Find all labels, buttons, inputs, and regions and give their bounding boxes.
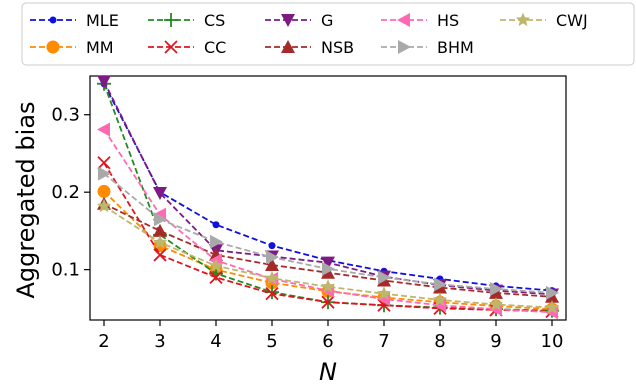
data-point-bhm	[322, 261, 335, 276]
legend-swatch-marker-cs	[164, 13, 178, 27]
x-tick-label: 10	[541, 331, 564, 352]
legend-label-g: G	[321, 11, 333, 30]
data-point-cc-b	[153, 248, 167, 262]
data-point-nsb	[153, 223, 167, 237]
data-point-cwj	[208, 258, 224, 272]
data-point-cwj	[264, 270, 280, 285]
y-tick-label: 0.3	[51, 105, 80, 126]
x-tick-label: 4	[210, 331, 221, 352]
x-tick-label: 8	[434, 331, 445, 352]
data-point-cwj	[376, 286, 392, 300]
legend: MLE MM CS CC G NSB HS BHM CWJ	[21, 2, 635, 66]
legend-swatch-marker-mm	[46, 40, 60, 54]
legend-entry-bhm: BHM	[381, 38, 474, 57]
legend-label-cs: CS	[204, 11, 225, 30]
legend-label-mle: MLE	[86, 11, 119, 30]
legend-swatch-marker-bhm	[398, 40, 411, 54]
legend-entry-g: G	[265, 11, 333, 30]
data-point-nsb	[265, 258, 279, 272]
y-tick-label: 0.2	[51, 182, 80, 203]
legend-label-nsb: NSB	[321, 38, 354, 57]
legend-entry-hs: HS	[381, 11, 459, 30]
series-line-mle	[103, 83, 553, 292]
data-point-bhm	[98, 166, 111, 181]
data-point-mle	[212, 221, 220, 229]
data-point-bhm	[434, 277, 447, 292]
x-tick-label: 7	[378, 331, 389, 352]
data-point-bhm	[546, 285, 559, 300]
legend-label-cwj: CWJ	[556, 11, 588, 30]
data-point-cwj	[432, 292, 448, 306]
y-tick-label: 0.1	[51, 260, 80, 281]
data-point-cc	[321, 295, 335, 309]
legend-swatch-marker-mle	[49, 16, 57, 24]
legend-label-hs: HS	[437, 11, 459, 30]
data-point-bhm	[210, 234, 223, 249]
legend-entry-mm: MM	[30, 38, 114, 57]
legend-swatch-marker-cwj	[515, 12, 531, 27]
legend-entry-cwj: CWJ	[500, 11, 588, 30]
data-point-bhm	[154, 212, 167, 227]
data-point-bhm	[378, 270, 391, 285]
data-point-cc	[265, 287, 279, 301]
series-line-cwj	[103, 205, 553, 309]
data-point-cc-b	[265, 287, 279, 301]
data-point-cc	[97, 156, 111, 170]
legend-swatch-marker-cc-b	[164, 40, 178, 54]
data-point-cwj	[488, 297, 504, 311]
data-point-hs	[97, 122, 110, 137]
y-axis-title: Aggregated bias	[12, 101, 40, 298]
data-point-bhm	[266, 250, 279, 265]
legend-swatch-marker-hs	[397, 13, 410, 27]
x-tick-label: 3	[154, 331, 165, 352]
x-axis-title: N	[319, 358, 337, 386]
series-cwj	[96, 198, 560, 314]
data-point-cc-b	[97, 156, 111, 170]
legend-label-bhm: BHM	[437, 38, 474, 57]
series-bhm	[98, 166, 559, 300]
data-point-cwj	[152, 235, 168, 249]
x-tick-label: 9	[490, 331, 501, 352]
data-point-g	[97, 75, 111, 89]
data-point-mle	[268, 242, 276, 250]
data-point-mm	[97, 184, 111, 198]
legend-entry-nsb: NSB	[265, 38, 354, 57]
legend-entry-cs: CS	[148, 11, 225, 30]
legend-label-mm: MM	[86, 38, 114, 57]
legend-entry-mle: MLE	[30, 11, 119, 30]
data-point-cwj	[96, 198, 112, 213]
data-point-cc-b	[209, 270, 223, 285]
y-axis: 0.1 0.2 0.3	[51, 105, 90, 281]
legend-swatch-marker-g	[281, 14, 295, 27]
legend-swatch-marker-nsb	[281, 40, 295, 53]
data-point-g	[153, 186, 167, 200]
data-point-bhm	[490, 282, 503, 297]
x-tick-label: 6	[322, 331, 333, 352]
data-point-cwj	[320, 279, 336, 293]
legend-swatch-marker-cc	[164, 40, 178, 54]
data-point-cc	[209, 270, 223, 285]
legend-entry-cc: CC	[148, 38, 226, 57]
legend-box	[21, 2, 635, 66]
data-point-cc	[153, 248, 167, 262]
series-layer	[96, 75, 560, 320]
x-tick-label: 5	[266, 331, 277, 352]
legend-label-cc: CC	[204, 38, 226, 57]
data-point-cc-b	[321, 295, 335, 309]
data-point-cwj	[544, 300, 560, 314]
x-axis: 2 3 4 5 6 7 8 9 10	[98, 320, 563, 352]
data-point-g	[321, 256, 335, 270]
x-tick-label: 2	[98, 331, 109, 352]
